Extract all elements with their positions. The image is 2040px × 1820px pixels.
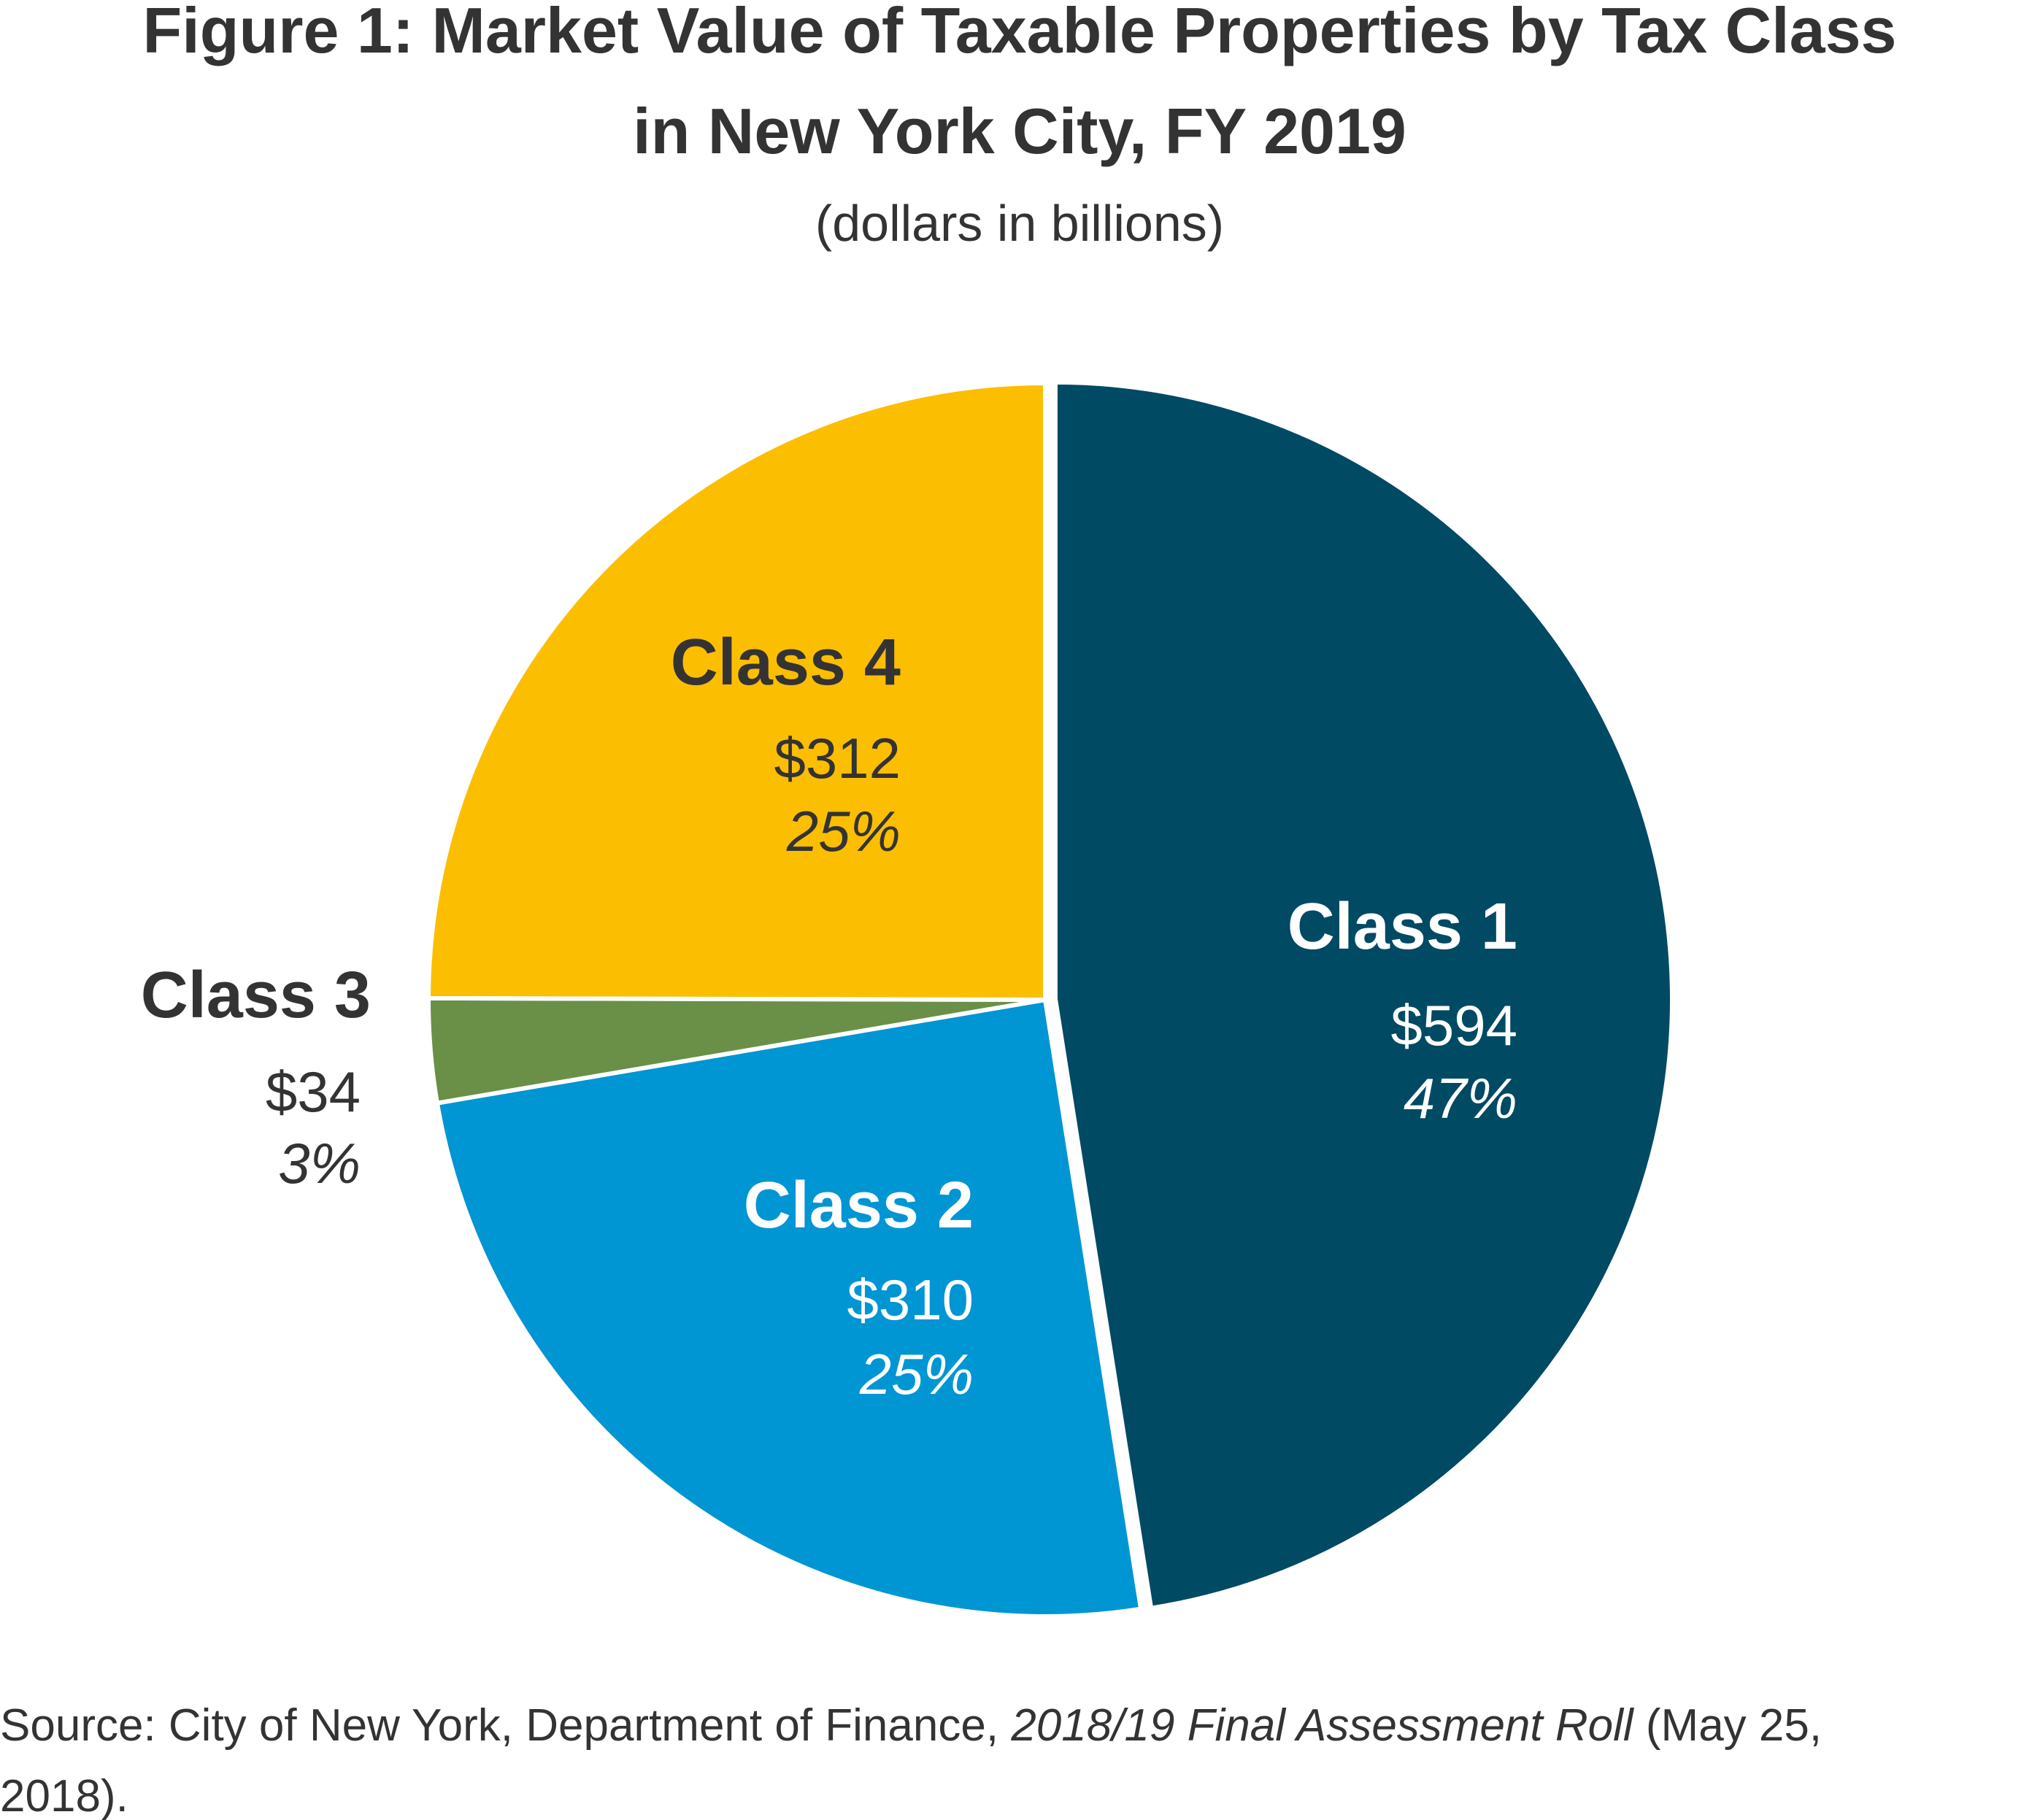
chart-title-line-2: in New York City, FY 2019 — [633, 95, 1406, 167]
pie-slice-class-2 — [434, 997, 1144, 1619]
pie-slices — [426, 379, 1674, 1619]
source-note-line-1: Source: City of New York, Department of … — [0, 1700, 1822, 1751]
pie-slice-class-4 — [426, 380, 1047, 1003]
pie-slice-class-1 — [1052, 379, 1674, 1611]
slice-label-class-3: Class 3 — [141, 959, 371, 1032]
chart-subtitle: (dollars in billions) — [815, 195, 1224, 252]
slice-label-class-4: Class 4 — [671, 626, 901, 699]
slice-value-class-4: $312 — [774, 726, 901, 790]
slice-label-class-1: Class 1 — [1287, 890, 1517, 963]
slice-value-class-1: $594 — [1390, 993, 1517, 1057]
slice-value-class-3: $34 — [266, 1060, 361, 1124]
slice-value-class-2: $310 — [847, 1268, 974, 1332]
slice-percent-class-2: 25% — [859, 1342, 974, 1406]
slice-label-class-2: Class 2 — [744, 1169, 974, 1242]
slice-percent-class-1: 47% — [1404, 1066, 1517, 1130]
slice-percent-class-4: 25% — [786, 799, 901, 863]
slice-percent-class-3: 3% — [278, 1131, 361, 1195]
source-note-line-2: 2018). — [0, 1771, 128, 1820]
chart-title-line-1: Figure 1: Market Value of Taxable Proper… — [143, 0, 1897, 66]
